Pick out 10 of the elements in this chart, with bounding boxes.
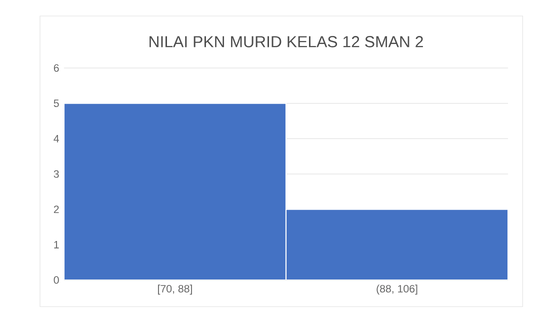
chart-title: NILAI PKN MURID KELAS 12 SMAN 2 — [150, 36, 423, 48]
y-tick-label: 4 — [54, 135, 60, 142]
x-tick-label: (88, 106] — [376, 284, 418, 295]
y-tick-label: 6 — [54, 64, 59, 72]
y-tick-label: 2 — [54, 206, 59, 214]
y-tick-label: 5 — [54, 100, 59, 108]
y-tick-label: 0 — [54, 276, 59, 284]
y-tick-label: 1 — [54, 241, 59, 248]
y-tick-label: 3 — [54, 170, 59, 178]
x-tick-label: [70, 88] — [158, 284, 192, 295]
